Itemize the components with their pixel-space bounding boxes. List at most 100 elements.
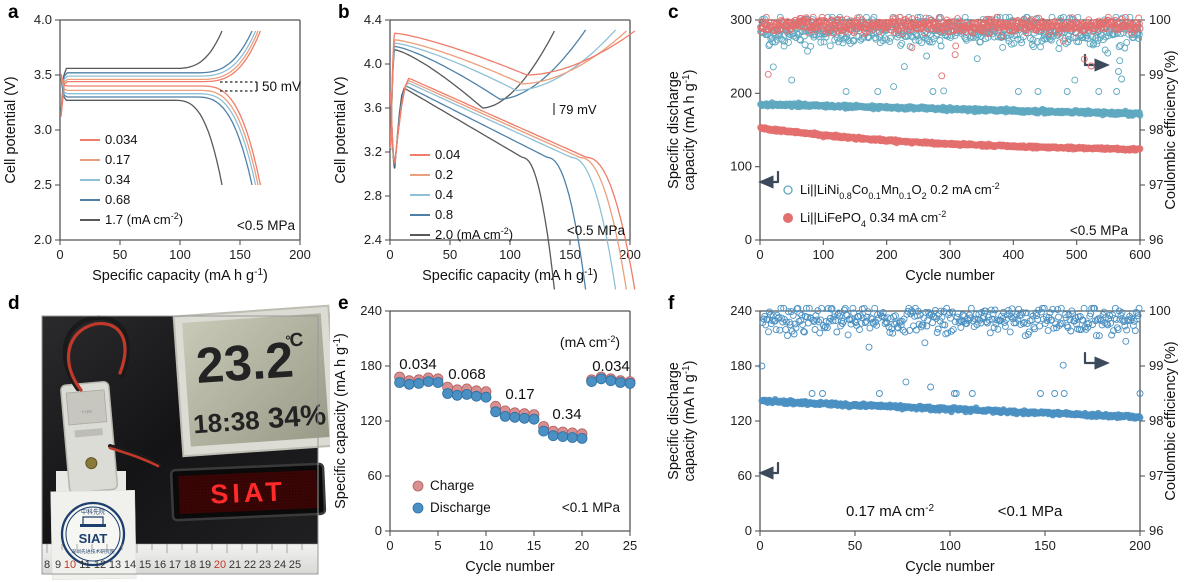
svg-text:100: 100 [1149, 12, 1171, 27]
svg-text:Cycle number: Cycle number [465, 559, 555, 575]
svg-text:25: 25 [623, 538, 637, 553]
svg-text:0.17: 0.17 [105, 152, 130, 167]
svg-text:120: 120 [360, 413, 382, 428]
svg-text:50: 50 [113, 247, 127, 262]
svg-text:0: 0 [756, 247, 763, 262]
svg-text:97: 97 [1149, 177, 1163, 192]
svg-text:150: 150 [559, 247, 581, 262]
svg-text:99: 99 [1149, 67, 1163, 82]
svg-text:C: C [289, 330, 304, 352]
svg-text:98: 98 [1149, 413, 1163, 428]
svg-text:0.34: 0.34 [552, 406, 581, 423]
svg-text:200: 200 [289, 247, 311, 262]
svg-text:2.5: 2.5 [34, 177, 52, 192]
svg-text:Discharge: Discharge [430, 500, 491, 515]
svg-text:240: 240 [360, 303, 382, 318]
svg-text:<0.1 MPa: <0.1 MPa [562, 500, 621, 515]
svg-text:16: 16 [154, 559, 166, 571]
svg-text:0.034: 0.034 [105, 132, 138, 147]
svg-text:<0.5 MPa: <0.5 MPa [237, 218, 296, 233]
svg-text:0.34: 0.34 [105, 172, 130, 187]
svg-text:0.4: 0.4 [435, 187, 453, 202]
svg-text:0.034: 0.034 [399, 356, 437, 373]
svg-text:0: 0 [375, 523, 382, 538]
svg-text:21: 21 [229, 559, 241, 571]
svg-text:Specific capacity (mA h g-1): Specific capacity (mA h g-1) [332, 333, 350, 509]
svg-text:13: 13 [109, 559, 121, 571]
svg-text:200: 200 [730, 85, 752, 100]
svg-text:<0.1 MPa: <0.1 MPa [998, 503, 1063, 520]
svg-text:100: 100 [169, 247, 191, 262]
svg-text:4.0: 4.0 [364, 56, 382, 71]
svg-text:0.68: 0.68 [105, 192, 130, 207]
svg-text:Coulombic efficiency (%): Coulombic efficiency (%) [1163, 50, 1179, 209]
svg-text:150: 150 [229, 247, 251, 262]
svg-text:23: 23 [259, 559, 271, 571]
svg-text:0.8: 0.8 [435, 207, 453, 222]
svg-text:Li||LiNi0.8Co0.1Mn0.1O2 0.2 m: Li||LiNi0.8Co0.1Mn0.1O2 0.2 mA cm-2 [800, 181, 1000, 201]
svg-text:0.17 mA cm-2: 0.17 mA cm-2 [846, 503, 935, 521]
svg-text:50: 50 [443, 247, 457, 262]
svg-text:0.034: 0.034 [592, 358, 630, 375]
svg-text:Charge: Charge [430, 478, 474, 493]
svg-text:96: 96 [1149, 523, 1163, 538]
svg-text:18: 18 [184, 559, 196, 571]
svg-text:180: 180 [730, 358, 752, 373]
svg-text:300: 300 [730, 12, 752, 27]
svg-text:97: 97 [1149, 468, 1163, 483]
svg-text:50: 50 [848, 538, 862, 553]
svg-text:4.0: 4.0 [34, 12, 52, 27]
svg-text:24: 24 [274, 559, 286, 571]
svg-text:中科先院: 中科先院 [81, 508, 105, 516]
svg-text:98: 98 [1149, 122, 1163, 137]
svg-text:3.2: 3.2 [364, 144, 382, 159]
svg-text:10: 10 [64, 559, 76, 571]
svg-text:200: 200 [876, 247, 898, 262]
svg-text:0.2: 0.2 [435, 167, 453, 182]
svg-text:Coulombic efficiency (%): Coulombic efficiency (%) [1163, 341, 1179, 500]
svg-text:2.8: 2.8 [364, 188, 382, 203]
svg-text:0: 0 [745, 232, 752, 247]
svg-text:0: 0 [745, 523, 752, 538]
svg-text:22: 22 [244, 559, 256, 571]
svg-text:3.5: 3.5 [34, 67, 52, 82]
svg-text:SIAT: SIAT [210, 476, 287, 509]
svg-text:99: 99 [1149, 358, 1163, 373]
svg-text:0: 0 [756, 538, 763, 553]
svg-text:100: 100 [730, 159, 752, 174]
svg-text:9: 9 [55, 559, 61, 571]
svg-text:500: 500 [1066, 247, 1088, 262]
svg-text:18:38: 18:38 [192, 405, 260, 440]
svg-text:79 mV: 79 mV [559, 102, 597, 117]
svg-text:1.7 (mA cm-2): 1.7 (mA cm-2) [105, 211, 183, 227]
svg-text:400: 400 [1002, 247, 1024, 262]
svg-text:深圳先进技术研究院: 深圳先进技术研究院 [71, 548, 114, 555]
svg-text:20: 20 [214, 559, 226, 571]
svg-text:100: 100 [812, 247, 834, 262]
svg-text:Li||LiFePO4 0.34 mA cm-2: Li||LiFePO4 0.34 mA cm-2 [800, 209, 946, 229]
svg-text:Cell potential (V): Cell potential (V) [3, 76, 19, 183]
svg-text:Specific discharge: Specific discharge [666, 362, 682, 480]
svg-text:300: 300 [939, 247, 961, 262]
svg-text:Cell potential (V): Cell potential (V) [333, 76, 349, 183]
svg-text:100: 100 [939, 538, 961, 553]
svg-text:600: 600 [1129, 247, 1151, 262]
svg-text:(mA cm-2): (mA cm-2) [560, 334, 620, 350]
svg-text:0: 0 [56, 247, 63, 262]
svg-text:Cycle number: Cycle number [905, 559, 995, 575]
svg-text:2.4: 2.4 [364, 232, 382, 247]
svg-text:180: 180 [360, 358, 382, 373]
svg-text:capacity (mA h g-1): capacity (mA h g-1) [681, 70, 699, 191]
svg-text:240: 240 [730, 303, 752, 318]
svg-text:8: 8 [44, 559, 50, 571]
svg-text:SIAT: SIAT [79, 531, 108, 546]
svg-text:<0.5 MPa: <0.5 MPa [1070, 223, 1129, 238]
svg-text:Specific capacity (mA h g-1): Specific capacity (mA h g-1) [92, 267, 268, 285]
svg-text:100: 100 [1149, 303, 1171, 318]
svg-text:12: 12 [94, 559, 106, 571]
svg-text:60: 60 [738, 468, 752, 483]
svg-text:23.2: 23.2 [194, 331, 295, 394]
svg-text:11: 11 [79, 559, 90, 571]
svg-text:capacity (mA h g-1): capacity (mA h g-1) [681, 361, 699, 482]
svg-text:0.068: 0.068 [448, 366, 486, 383]
